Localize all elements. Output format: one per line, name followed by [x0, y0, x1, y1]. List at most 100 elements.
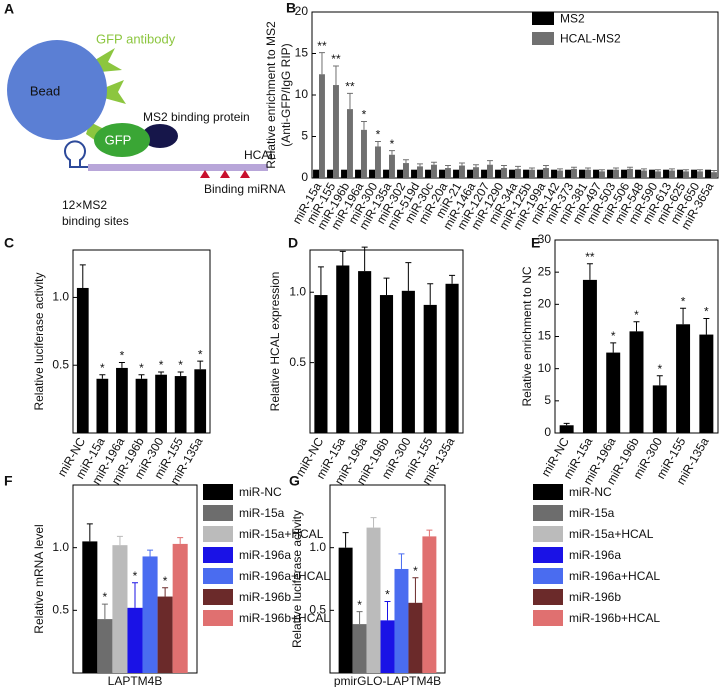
bar [127, 607, 143, 673]
legend-label: miR-196a+HCAL [239, 569, 330, 583]
significance: * [362, 108, 367, 122]
bar [691, 169, 697, 178]
error-bar [361, 246, 368, 272]
gfp [94, 123, 150, 157]
bar [635, 169, 641, 178]
bar [358, 271, 372, 433]
error-bar [543, 165, 549, 169]
panel-label: C [4, 235, 14, 251]
error-bar [101, 603, 108, 620]
bar [677, 169, 683, 178]
legend-label: miR-196a [569, 548, 621, 562]
legend-swatch [532, 12, 554, 25]
bar [669, 170, 675, 178]
bar [401, 290, 415, 433]
error-bar [711, 170, 717, 173]
ms2-protein [142, 124, 178, 148]
y-tick-label: 5 [301, 129, 308, 143]
error-bar [431, 161, 437, 165]
panel-label: B [286, 0, 296, 16]
bar [629, 331, 644, 433]
legend-label: miR-NC [569, 485, 612, 499]
legend-label: miR-196b [239, 590, 291, 604]
hcal-rna [88, 164, 268, 171]
error-bar [319, 52, 325, 75]
error-bar [317, 266, 324, 296]
significance: ** [317, 39, 327, 53]
bar [649, 169, 655, 178]
bar [487, 164, 493, 178]
significance: * [357, 598, 362, 612]
error-bar [177, 371, 184, 377]
bar [537, 169, 543, 178]
y-tick-label: 0.5 [289, 355, 306, 369]
error-bar [162, 587, 169, 597]
bar [627, 168, 633, 178]
error-bar [529, 167, 535, 170]
bar [423, 304, 437, 433]
error-bar [571, 166, 577, 169]
significance: * [133, 569, 138, 583]
y-axis-label: Relative mRNA level [32, 524, 46, 633]
bar [157, 596, 173, 673]
legend-swatch [203, 589, 233, 605]
bar [352, 624, 367, 673]
error-bar [515, 165, 521, 169]
panel-label: E [531, 235, 540, 251]
legend-swatch [203, 505, 233, 521]
bar [327, 169, 333, 178]
significance: * [100, 361, 105, 375]
significance: * [159, 358, 164, 372]
bar [599, 171, 605, 178]
bar [445, 283, 459, 433]
bar [408, 602, 423, 673]
significance: * [163, 574, 168, 588]
sites-label: binding sites [62, 214, 129, 228]
significance: * [704, 305, 709, 319]
legend-label: miR-15a+HCAL [569, 527, 654, 541]
error-bar [703, 317, 710, 335]
bar [676, 324, 691, 433]
y-axis-label: Relative enrichment to MS2 [264, 21, 278, 169]
y-tick-label: 1.0 [309, 540, 326, 554]
significance: * [413, 564, 418, 578]
bar [711, 172, 717, 178]
bar [366, 527, 381, 673]
bar [425, 169, 431, 178]
error-bar [118, 362, 125, 368]
bar [379, 295, 394, 433]
y-tick-label: 30 [538, 232, 552, 246]
legend-swatch [203, 547, 233, 563]
bar [116, 367, 128, 433]
significance: ** [345, 80, 355, 94]
bar [585, 169, 591, 178]
error-bar [389, 150, 395, 155]
bar [607, 169, 613, 178]
bar [403, 163, 409, 178]
bar [355, 169, 361, 178]
error-bar [132, 582, 138, 608]
bar [369, 169, 375, 178]
bar [375, 146, 381, 178]
antibody [95, 48, 122, 72]
error-bar [147, 549, 154, 557]
error-bar [356, 611, 363, 625]
bar [473, 167, 479, 178]
bar [495, 169, 501, 178]
sites-label: 12×MS2 [62, 198, 107, 212]
bar [467, 169, 473, 178]
error-bar [405, 262, 412, 291]
error-bar [398, 553, 405, 569]
error-bar [417, 163, 423, 167]
bead [7, 40, 107, 140]
error-bar [99, 374, 106, 379]
error-bar [586, 263, 593, 280]
error-bar [563, 422, 570, 426]
y-axis-label: Relative luciferase activity [290, 510, 304, 648]
bar [445, 168, 451, 178]
error-bar [557, 168, 563, 171]
bar [515, 168, 521, 178]
bar [142, 556, 158, 673]
significance: * [390, 137, 395, 151]
y-axis-label: Relative HCAL expression [268, 272, 282, 412]
